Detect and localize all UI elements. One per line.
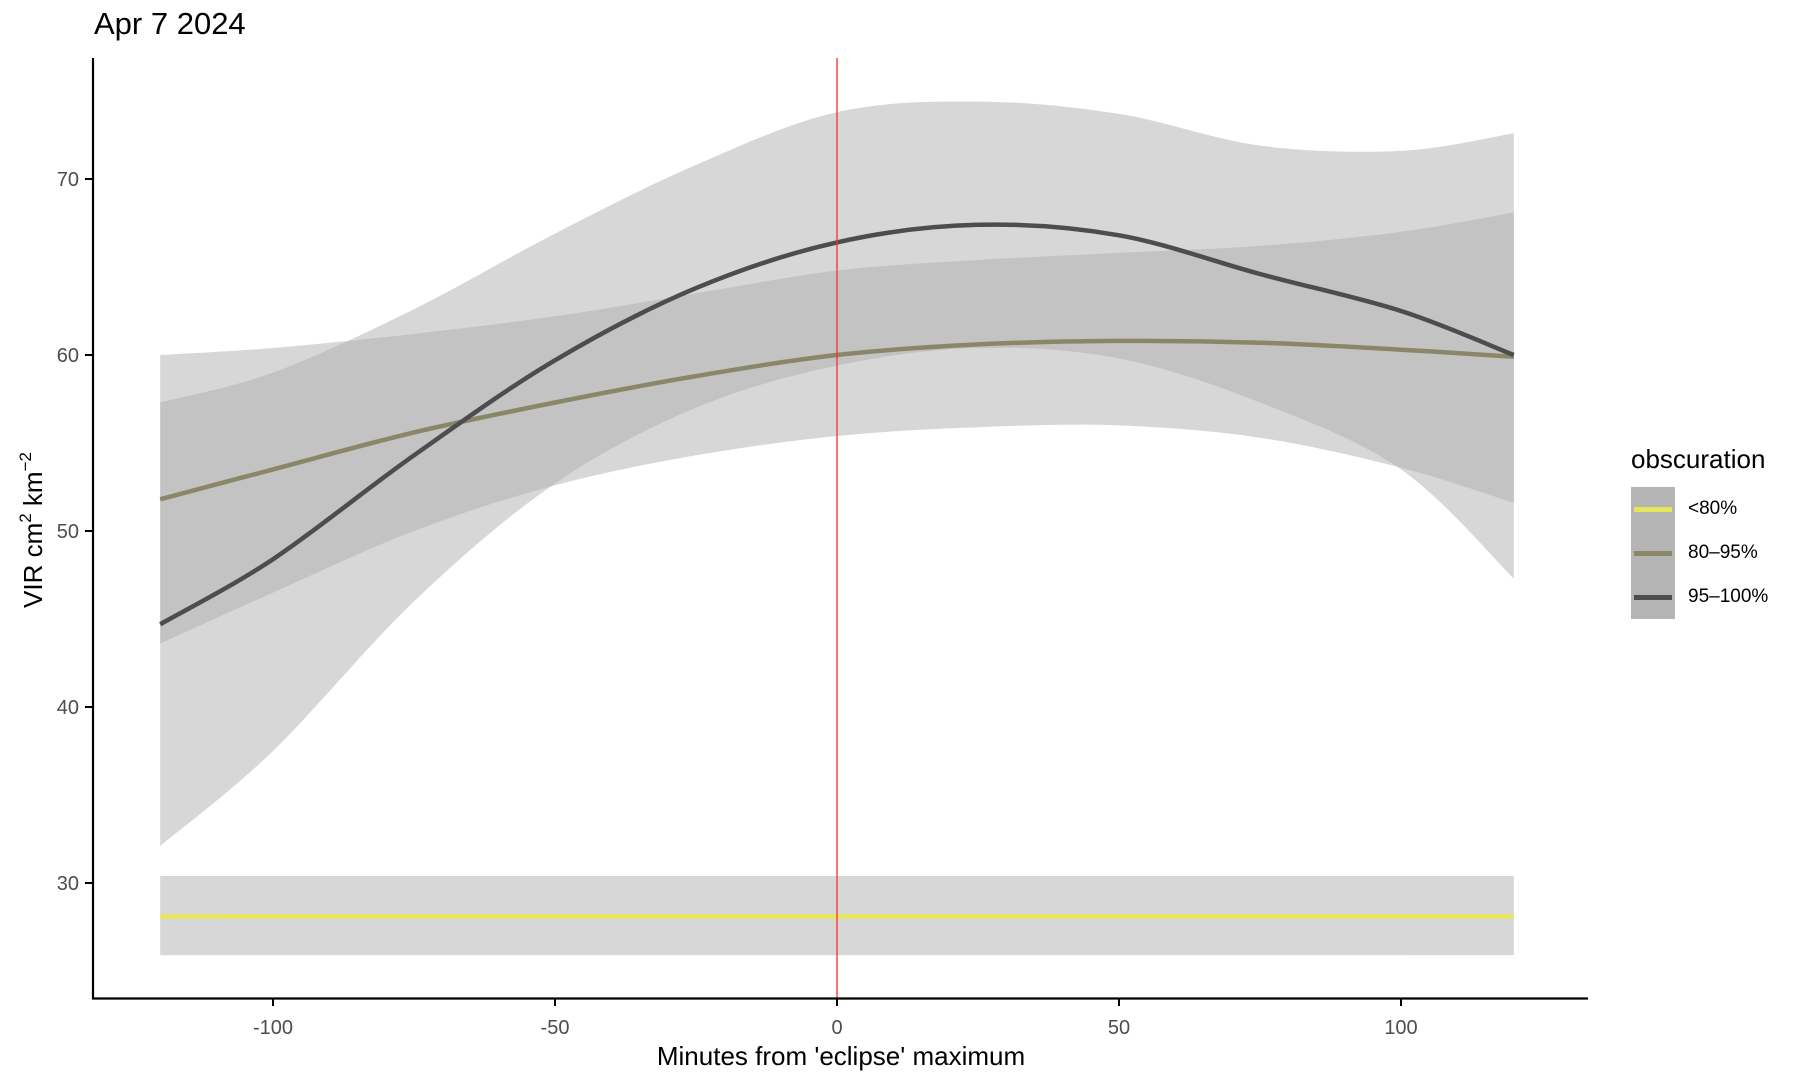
y-tick-label: 50 xyxy=(57,521,79,543)
legend-swatch xyxy=(1634,550,1672,556)
legend-label-under-80: <80% xyxy=(1688,498,1738,519)
x-tick-label: 100 xyxy=(1384,1017,1417,1039)
x-axis-title: Minutes from 'eclipse' maximum xyxy=(657,1041,1025,1071)
y-tick-label: 60 xyxy=(57,345,79,367)
legend-label-80-95: 80–95% xyxy=(1688,542,1758,563)
chart-title: Apr 7 2024 xyxy=(94,6,246,41)
legend-key-80-95 xyxy=(1631,531,1675,575)
legend-key-under-80 xyxy=(1631,487,1675,531)
axes xyxy=(91,58,1588,1000)
line-series-2 xyxy=(159,222,1515,627)
legend-swatch xyxy=(1634,506,1672,512)
legend-keys xyxy=(1631,487,1675,619)
legend-labels: <80% 80–95% 95–100% xyxy=(1688,487,1768,619)
y-tick-label: 40 xyxy=(57,697,79,719)
x-tick-label: 50 xyxy=(1108,1017,1130,1039)
legend: obscuration <80% 80–95% 95–100% xyxy=(1631,444,1768,619)
x-tick-label: -100 xyxy=(253,1017,293,1039)
y-axis-ticks: 30 40 50 60 70 xyxy=(57,169,93,895)
legend-key-95-100 xyxy=(1631,575,1675,619)
legend-title: obscuration xyxy=(1631,444,1766,474)
y-axis-title: VIR cm2 km−2 xyxy=(16,452,48,608)
ribbon-series-2 xyxy=(160,101,1514,847)
x-axis-ticks: -100 -50 0 50 100 xyxy=(253,998,1418,1039)
legend-label-95-100: 95–100% xyxy=(1688,586,1769,607)
x-tick-label: -50 xyxy=(541,1017,570,1039)
y-tick-label: 70 xyxy=(57,169,79,191)
legend-body: <80% 80–95% 95–100% xyxy=(1631,487,1768,619)
legend-swatch xyxy=(1634,594,1672,600)
x-tick-label: 0 xyxy=(831,1017,842,1039)
y-tick-label: 30 xyxy=(57,873,79,895)
